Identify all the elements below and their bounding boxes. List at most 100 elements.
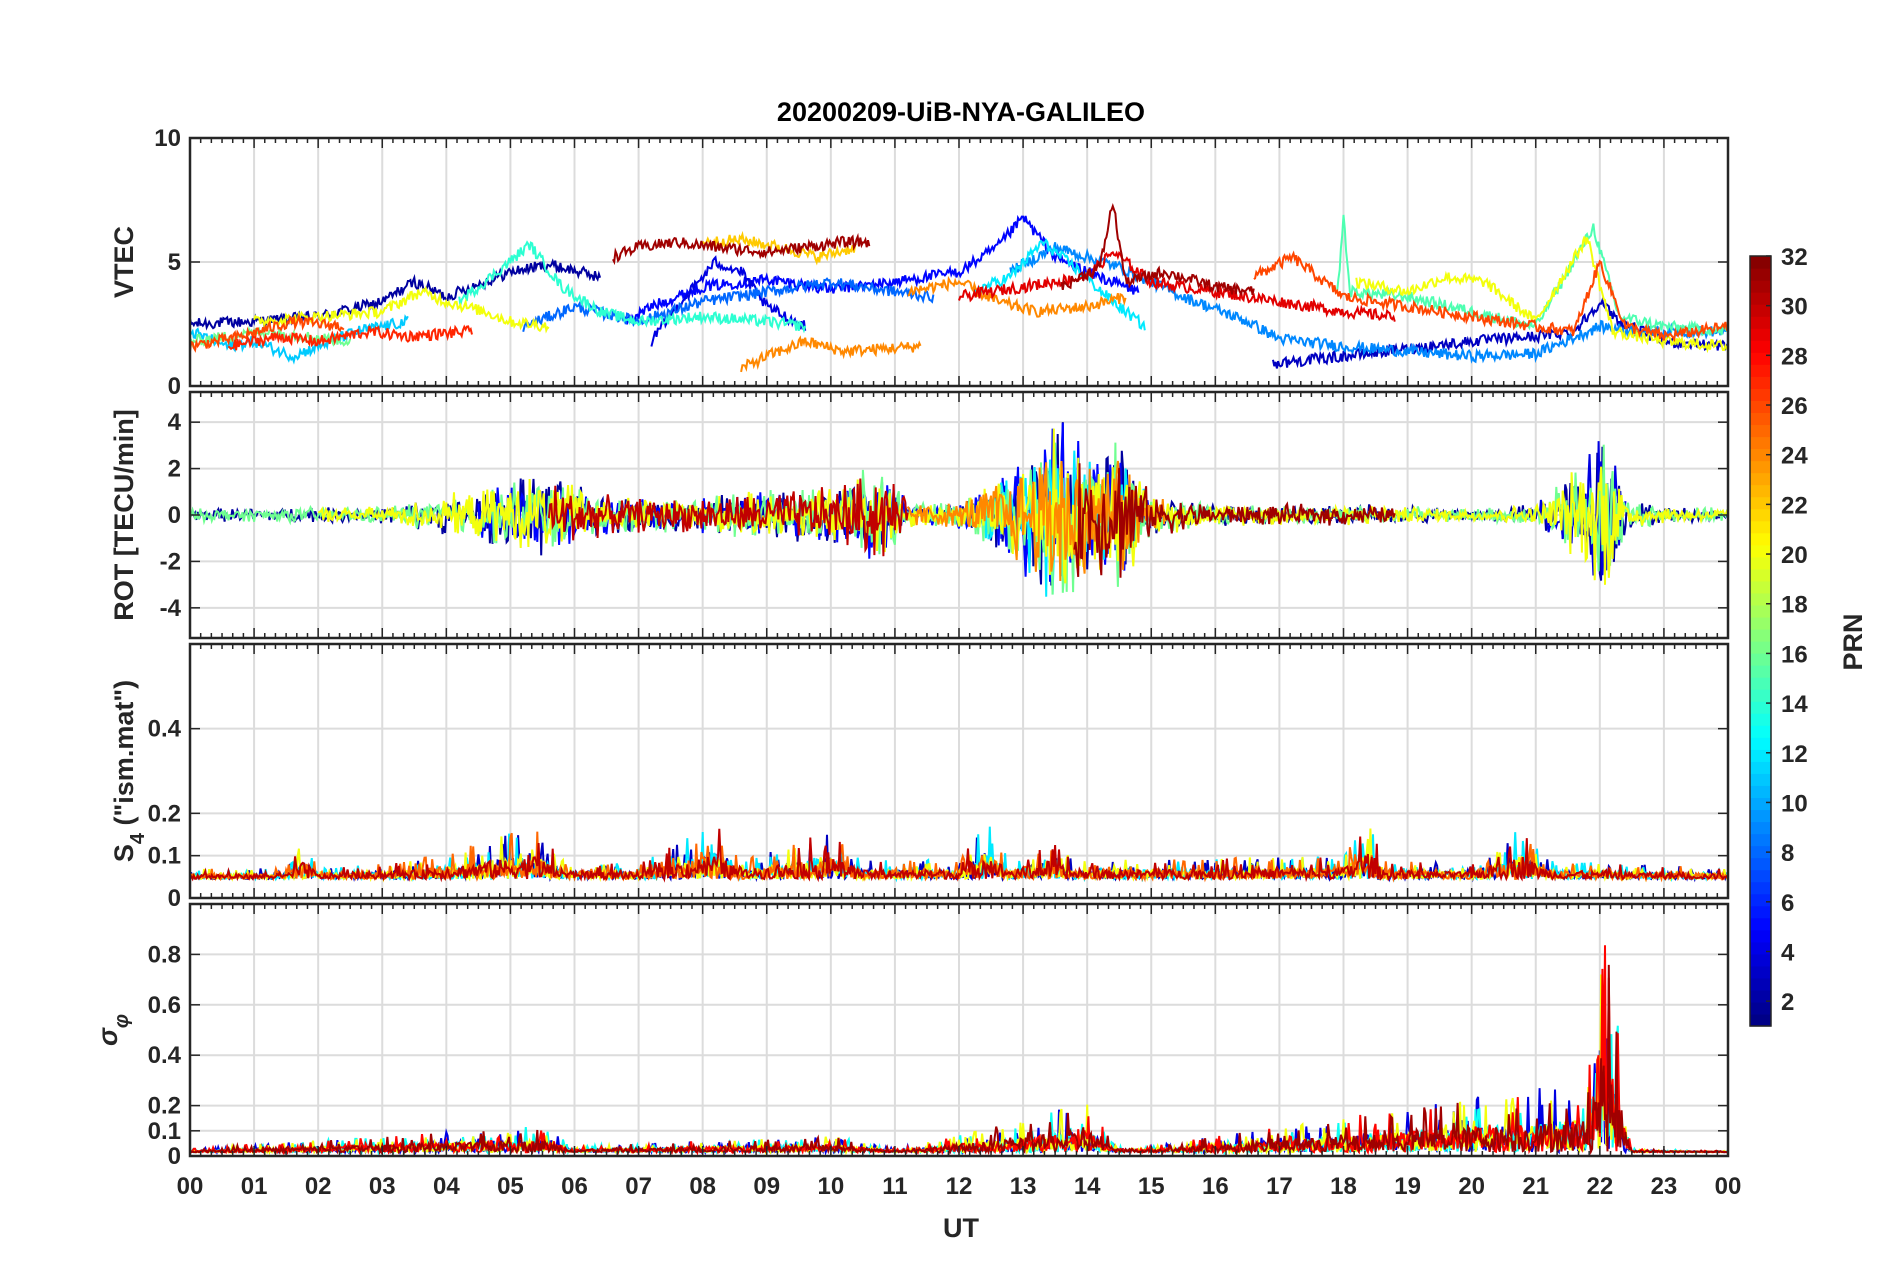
x-tick-label: 15	[1138, 1173, 1165, 1200]
colorbar-tick-label: 20	[1781, 542, 1808, 569]
colorbar-segment	[1750, 917, 1771, 931]
panel-vtec: 0 5 10 VTEC	[109, 125, 1730, 400]
colorbar-tick-label: 16	[1781, 641, 1808, 668]
colorbar-segment	[1750, 989, 1771, 1003]
y-tick-label: 4	[168, 409, 182, 436]
colorbar-segment	[1750, 1001, 1771, 1015]
colorbar-segment	[1750, 304, 1771, 317]
colorbar-segment	[1750, 508, 1771, 522]
x-tick-label: 03	[369, 1173, 396, 1200]
colorbar-segment	[1750, 424, 1771, 438]
y-tick-label: 0	[168, 885, 181, 912]
y-tick-label: 0.2	[148, 1093, 181, 1120]
colorbar-segment	[1750, 604, 1771, 618]
colorbar-segment	[1750, 653, 1771, 666]
y-tick-label: 0.1	[148, 843, 181, 870]
x-tick-label: 23	[1651, 1173, 1678, 1200]
x-tick-label: 09	[753, 1173, 780, 1200]
y-tick-label: -2	[160, 548, 181, 575]
colorbar-segment	[1750, 641, 1771, 654]
series-line-prn-31	[612, 232, 871, 266]
colorbar-segment	[1750, 388, 1771, 401]
x-tick-label: 11	[882, 1173, 907, 1200]
colorbar-segment	[1750, 677, 1771, 690]
y-tick-label: 0.2	[148, 800, 181, 827]
colorbar-segment	[1750, 845, 1771, 859]
x-tick-label: 07	[625, 1173, 652, 1200]
colorbar-segment	[1750, 280, 1771, 293]
colorbar-tick-label: 26	[1781, 393, 1808, 420]
y-tick-label: 0.6	[148, 992, 181, 1019]
colorbar-segment	[1750, 713, 1771, 726]
x-tick-label: 20	[1458, 1173, 1485, 1200]
colorbar-segment	[1750, 833, 1771, 847]
y-tick-label: -4	[160, 595, 182, 622]
y-tick-label: 0.8	[148, 941, 181, 968]
colorbar-segment	[1750, 809, 1771, 823]
colorbar-segment	[1750, 665, 1771, 678]
x-tick-label: 05	[497, 1173, 524, 1200]
panel-s4-series	[190, 826, 1728, 883]
colorbar-segment	[1750, 592, 1771, 606]
colorbar-segment	[1750, 376, 1771, 389]
x-tick-label: 13	[1010, 1173, 1037, 1200]
colorbar-segment	[1750, 268, 1771, 281]
colorbar-segment	[1750, 761, 1771, 774]
series-line-prn-31	[1073, 463, 1396, 578]
x-tick-label: 04	[433, 1173, 460, 1200]
colorbar-tick-label: 14	[1781, 691, 1808, 718]
colorbar-segment	[1750, 556, 1771, 570]
panel-sigma: 00.10.2 0.4 0.6 0.8 σφ	[93, 902, 1730, 1170]
colorbar-segment	[1750, 532, 1771, 546]
colorbar-segment	[1750, 797, 1771, 811]
colorbar-tick-label: 32	[1781, 244, 1808, 271]
x-tick-label: 01	[241, 1173, 268, 1200]
x-tick-label: 10	[817, 1173, 844, 1200]
colorbar-segment	[1750, 520, 1771, 534]
y-axis-label: ROT [TECU/min]	[109, 409, 139, 620]
colorbar-segment	[1750, 965, 1771, 979]
series-line-prn-29	[958, 250, 1396, 322]
x-axis-label: UT	[943, 1213, 979, 1243]
colorbar-tick-label: 22	[1781, 492, 1808, 519]
colorbar-tick-label: 6	[1781, 890, 1794, 917]
colorbar-segment	[1750, 316, 1771, 329]
colorbar-tick-label: 18	[1781, 592, 1808, 619]
colorbar-segment	[1750, 472, 1771, 486]
colorbar-tick-label: 4	[1781, 939, 1795, 966]
colorbar-segment	[1750, 628, 1771, 642]
colorbar-segment	[1750, 580, 1771, 594]
colorbar-segment	[1750, 929, 1771, 943]
panel-s4: 0 0.1 0.2 0.4S4 ("ism.mat")	[109, 642, 1730, 912]
colorbar-tick-label: 28	[1781, 343, 1808, 370]
series-line-prn-5	[624, 214, 1140, 325]
colorbar-segment	[1750, 869, 1771, 883]
colorbar-segment	[1750, 568, 1771, 582]
series-line-prn-11	[190, 314, 409, 365]
colorbar-segment	[1750, 749, 1771, 762]
x-tick-label: 21	[1522, 1173, 1549, 1200]
colorbar-segment	[1750, 352, 1771, 365]
y-tick-label: 0.4	[148, 1042, 182, 1069]
colorbar-segment	[1750, 689, 1771, 702]
colorbar-segment	[1750, 905, 1771, 919]
colorbar-tick-label: 24	[1781, 443, 1808, 470]
x-tick-label: 06	[561, 1173, 588, 1200]
colorbar-segment	[1750, 1013, 1771, 1027]
y-tick-label: 0	[168, 373, 181, 400]
colorbar-segment	[1750, 412, 1771, 426]
x-tick-label: 19	[1394, 1173, 1421, 1200]
colorbar-segment	[1750, 785, 1771, 799]
colorbar-segment	[1750, 496, 1771, 510]
y-axis-label: S4 ("ism.mat")	[109, 680, 149, 862]
x-tick-label: 00	[177, 1173, 204, 1200]
series-line-prn-30	[547, 478, 909, 557]
series-line-prn-26	[190, 313, 345, 353]
colorbar-segment	[1750, 448, 1771, 462]
x-tick-label: 08	[689, 1173, 716, 1200]
x-tick-label: 22	[1586, 1173, 1613, 1200]
colorbar-segment	[1750, 701, 1771, 714]
y-axis-label: σφ	[93, 1014, 133, 1046]
y-tick-label: 5	[168, 249, 181, 276]
